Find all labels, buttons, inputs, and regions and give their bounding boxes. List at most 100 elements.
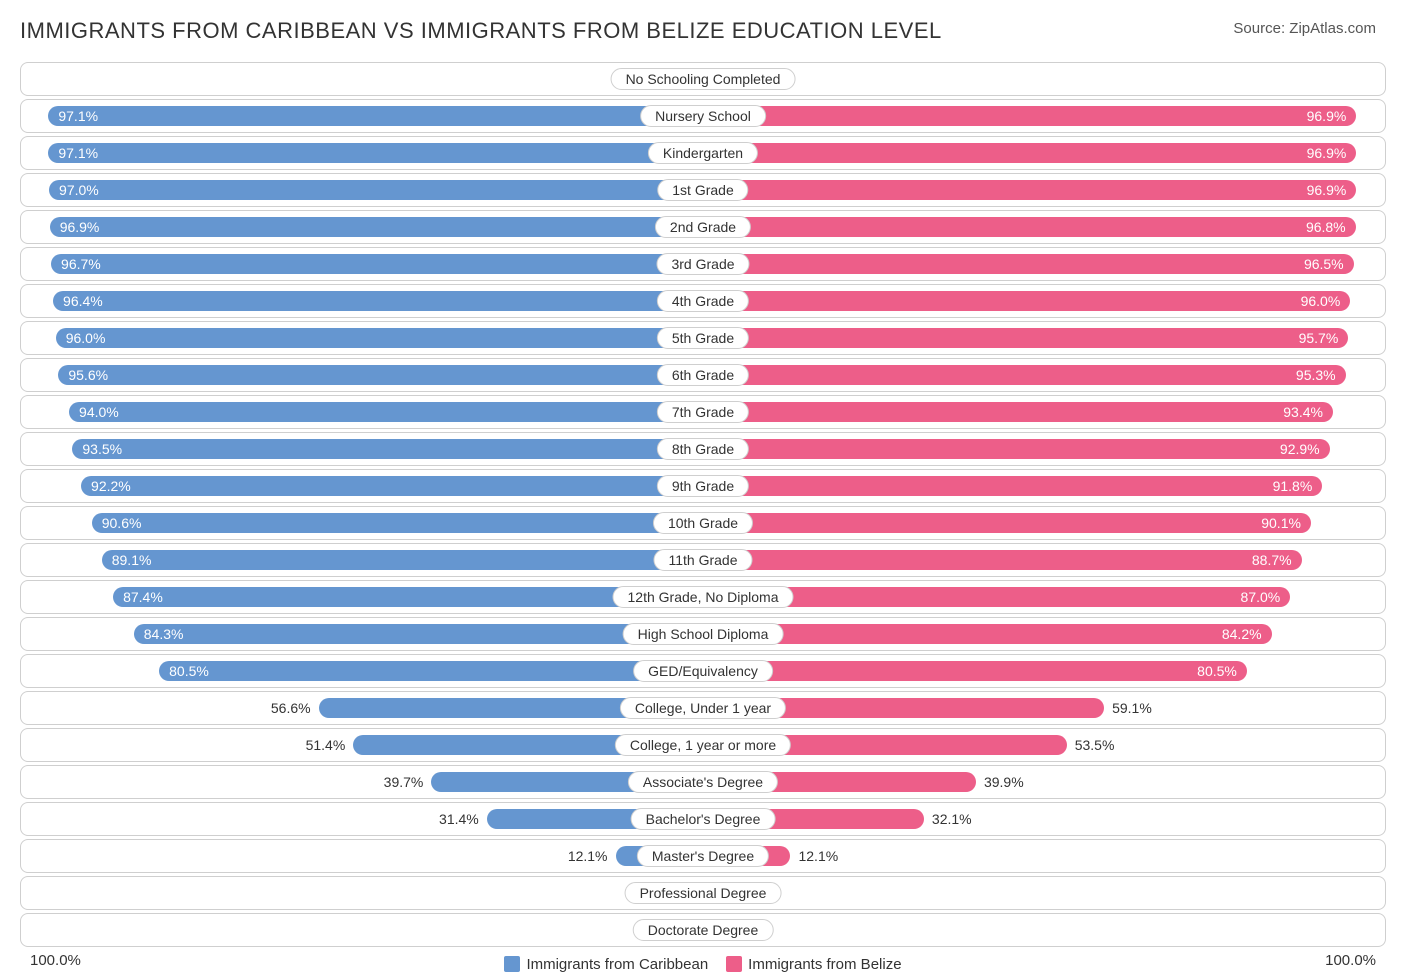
bar-left: 96.7% (51, 254, 696, 274)
bar-value-left: 84.3% (144, 626, 184, 642)
bar-value-left: 92.2% (91, 478, 131, 494)
legend-item-left: Immigrants from Caribbean (504, 956, 708, 973)
bar-value-right: 87.0% (1241, 589, 1281, 605)
source-prefix: Source: (1233, 20, 1289, 37)
bar-value-left: 96.7% (61, 256, 101, 272)
legend-item-right: Immigrants from Belize (726, 956, 901, 973)
bar-value-left: 96.9% (60, 219, 100, 235)
chart-row: 96.7% 96.5% 3rd Grade (20, 247, 1386, 281)
bar-right: 96.5% (710, 254, 1354, 274)
bar-value-left: 12.1% (568, 843, 616, 869)
legend-swatch-left (504, 956, 520, 972)
category-label: Kindergarten (648, 142, 758, 164)
chart-row: 93.5%92.9%8th Grade (20, 432, 1386, 466)
bar-value-right: 96.0% (1301, 293, 1341, 309)
bar-left: 96.9% (50, 217, 697, 237)
bar-value-right: 96.9% (1307, 108, 1347, 124)
bar-value-right: 32.1% (924, 806, 972, 832)
chart-rows: 2.9%3.1%No Schooling Completed 97.1% 96.9%… (20, 62, 1386, 947)
bar-value-left: 89.1% (112, 552, 152, 568)
chart-row: 2.9%3.1%No Schooling Completed (20, 62, 1386, 96)
chart-row: 97.0% 96.9% 1st Grade (20, 173, 1386, 207)
chart-row: 96.4%96.0%4th Grade (20, 284, 1386, 318)
chart-row: 89.1% 88.7% 11th Grade (20, 543, 1386, 577)
bar-value-left: 56.6% (271, 695, 319, 721)
chart-row: 12.1% 12.1% Master's Degree (20, 839, 1386, 873)
bar-right: 96.9% (710, 143, 1357, 163)
bar-left: 80.5% (159, 661, 696, 681)
category-label: No Schooling Completed (611, 68, 796, 90)
category-label: Doctorate Degree (633, 919, 774, 941)
chart-row: 95.6%95.3%6th Grade (20, 358, 1386, 392)
bar-right: 96.9% (710, 106, 1357, 126)
header: IMMIGRANTS FROM CARIBBEAN VS IMMIGRANTS … (20, 18, 1386, 44)
bar-value-right: 39.9% (976, 769, 1024, 795)
chart-row: 56.6% 59.1% College, Under 1 year (20, 691, 1386, 725)
category-label: Nursery School (640, 105, 766, 127)
category-label: Bachelor's Degree (631, 808, 776, 830)
bar-value-right: 92.9% (1280, 441, 1320, 457)
bar-value-left: 80.5% (169, 663, 209, 679)
bar-left: 96.4% (53, 291, 696, 311)
category-label: Associate's Degree (628, 771, 778, 793)
chart-row: 97.1% 96.9% Kindergarten (20, 136, 1386, 170)
bar-left: 93.5% (72, 439, 696, 459)
bar-left: 92.2% (81, 476, 696, 496)
bar-left: 84.3% (134, 624, 696, 644)
bar-value-left: 87.4% (123, 589, 163, 605)
category-label: College, Under 1 year (620, 697, 786, 719)
legend-swatch-right (726, 956, 742, 972)
source-name: ZipAtlas.com (1289, 20, 1376, 37)
chart-row: 97.1% 96.9% Nursery School (20, 99, 1386, 133)
bar-right: 92.9% (710, 439, 1330, 459)
bar-right: 91.8% (710, 476, 1323, 496)
bar-value-right: 90.1% (1261, 515, 1301, 531)
category-label: 1st Grade (657, 179, 748, 201)
category-label: High School Diploma (623, 623, 784, 645)
chart-title: IMMIGRANTS FROM CARIBBEAN VS IMMIGRANTS … (20, 18, 942, 44)
bar-right: 95.7% (710, 328, 1349, 348)
bar-value-left: 97.1% (58, 145, 98, 161)
bar-value-left: 95.6% (68, 367, 108, 383)
category-label: Professional Degree (625, 882, 782, 904)
bar-right: 90.1% (710, 513, 1311, 533)
chart-row: 92.2%91.8%9th Grade (20, 469, 1386, 503)
category-label: Master's Degree (637, 845, 769, 867)
category-label: 7th Grade (657, 401, 749, 423)
chart-row: 3.5%3.5%Professional Degree (20, 876, 1386, 910)
bar-value-right: 95.3% (1296, 367, 1336, 383)
chart-row: 51.4%53.5%College, 1 year or more (20, 728, 1386, 762)
bar-left: 95.6% (58, 365, 696, 385)
chart-footer: 100.0% Immigrants from Caribbean Immigra… (20, 950, 1386, 975)
bar-value-right: 12.1% (790, 843, 838, 869)
bar-value-right: 96.9% (1307, 182, 1347, 198)
bar-left: 97.0% (49, 180, 696, 200)
bar-value-right: 53.5% (1067, 732, 1115, 758)
bar-value-left: 96.0% (66, 330, 106, 346)
bar-value-right: 96.9% (1307, 145, 1347, 161)
axis-label-right: 100.0% (1325, 952, 1376, 969)
chart-row: 1.3%1.3%Doctorate Degree (20, 913, 1386, 947)
bar-left: 97.1% (48, 106, 696, 126)
bar-right: 84.2% (710, 624, 1272, 644)
bar-right: 87.0% (710, 587, 1291, 607)
bar-value-right: 95.7% (1299, 330, 1339, 346)
category-label: 3rd Grade (656, 253, 749, 275)
axis-label-left: 100.0% (30, 952, 81, 969)
bar-value-right: 93.4% (1283, 404, 1323, 420)
category-label: 11th Grade (653, 549, 752, 571)
bar-right: 96.0% (710, 291, 1351, 311)
bar-value-right: 91.8% (1273, 478, 1313, 494)
bar-value-right: 88.7% (1252, 552, 1292, 568)
bar-right: 93.4% (710, 402, 1333, 422)
bar-value-left: 97.0% (59, 182, 99, 198)
bar-left: 89.1% (102, 550, 697, 570)
bar-value-left: 39.7% (384, 769, 432, 795)
bar-left: 94.0% (69, 402, 696, 422)
bar-right: 88.7% (710, 550, 1302, 570)
chart-row: 39.7% 39.9% Associate's Degree (20, 765, 1386, 799)
bar-value-right: 59.1% (1104, 695, 1152, 721)
category-label: College, 1 year or more (615, 734, 791, 756)
bar-value-right: 96.5% (1304, 256, 1344, 272)
bar-left: 97.1% (48, 143, 696, 163)
